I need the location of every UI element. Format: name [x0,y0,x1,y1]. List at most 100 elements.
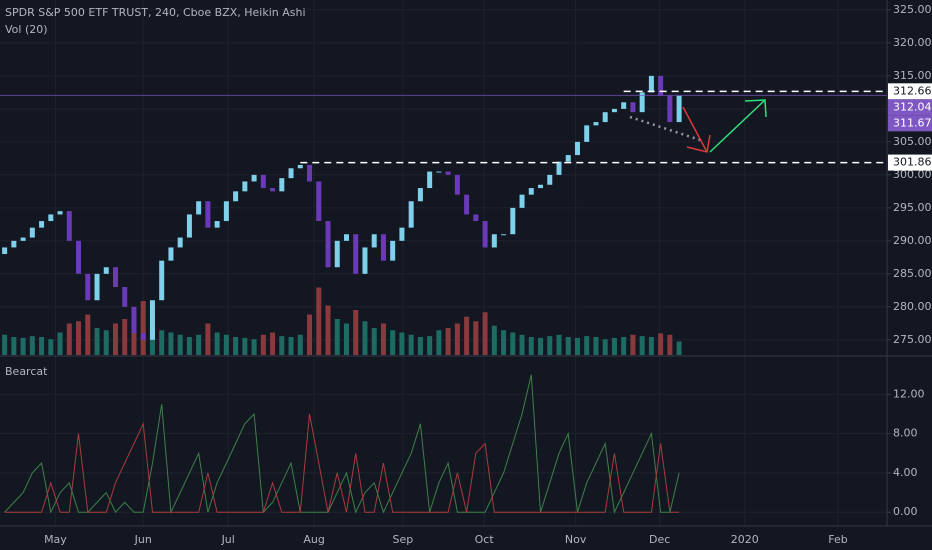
volume-bar [380,323,386,355]
candle-body [196,201,202,215]
volume-bar [482,312,488,355]
volume-bar [491,325,497,355]
volume-bar [445,328,451,355]
volume-bar [454,323,460,355]
indicator-title: Bearcat [5,365,48,378]
candle-body [639,92,645,113]
candle-body [676,95,682,123]
y-tick-label: 290.00 [893,234,932,247]
volume-bar [658,333,664,355]
volume-bar [436,330,442,355]
volume-bar [205,323,211,355]
y-tick-label: 4.00 [893,466,918,479]
volume-bar [29,336,35,355]
y-tick-label: 285.00 [893,267,932,280]
candle-body [260,174,266,189]
candle-body [48,214,54,222]
x-tick-label: May [44,533,67,546]
level-label: 312.66 [893,84,932,97]
volume-bar [676,341,682,355]
candle-body [574,141,580,156]
y-tick-label: 325.00 [893,3,932,16]
volume-bar [427,336,433,355]
candle-body [417,188,423,202]
volume-bar [20,337,26,355]
volume-bar [390,330,396,355]
candle-body [103,267,109,274]
x-tick-label: Aug [303,533,324,546]
x-tick-label: 2020 [731,533,759,546]
volume-bar [316,287,322,355]
green-arrow [709,99,767,153]
volume-bar [11,337,17,355]
chart-title: SPDR S&P 500 ETF TRUST, 240, Cboe BZX, H… [5,6,306,19]
price-marker-box [888,99,932,116]
volume-bar [473,321,479,355]
candle-body [491,234,497,248]
candle-body [584,125,590,142]
candle-body [214,221,220,228]
candle-body [510,207,516,235]
x-tick-label: Nov [565,533,587,546]
volume-bar [297,334,303,355]
volume-bar [94,328,100,355]
x-tick-label: Feb [828,533,847,546]
candle-body [464,194,470,215]
volume-bar [630,334,636,355]
candle-body [233,191,239,202]
candle-body [57,211,63,215]
volume-bar [242,337,248,355]
candle-body [371,234,377,248]
volume-bar [251,339,257,355]
candle-body [648,75,654,93]
candle-body [131,306,137,334]
volume-bar [66,323,72,355]
volume-bar [2,334,8,355]
candle-body [85,273,91,301]
volume-title: Vol (20) [5,23,48,36]
candle-body [445,171,451,175]
x-tick-label: Jun [134,533,152,546]
candle-body [168,247,174,261]
volume-bar [667,334,673,355]
volume-bar [168,332,174,355]
candle-body [454,174,460,195]
volume-bar [140,301,146,355]
volume-bar [408,334,414,355]
candle-body [630,102,636,113]
volume-bar [279,336,285,355]
volume-bar [371,328,377,355]
candle-body [528,188,534,195]
y-tick-label: 0.00 [893,505,918,518]
candle-body [334,240,340,268]
volume-bar [196,334,202,355]
candle-body [251,174,257,182]
volume-bar [122,319,128,355]
x-tick-label: Sep [392,533,413,546]
candle-body [593,122,599,126]
candle-body [611,108,617,113]
plot-layer [0,75,887,515]
candle-body [205,201,211,228]
price-marker: 311.67 [893,116,932,129]
volume-bar [417,337,423,355]
candle-body [325,221,331,268]
candle-body [223,201,229,222]
candle-body [436,171,442,173]
volume-bar [353,310,359,355]
volume-bar [602,339,608,355]
candle-body [621,102,627,109]
y-tick-label: 300.00 [893,168,932,181]
volume-bar [57,332,63,355]
x-tick-label: Oct [475,533,495,546]
candle-body [473,214,479,222]
level-label: 301.86 [893,156,932,169]
volume-bar [547,336,553,355]
candle-body [242,181,248,192]
candle-body [140,333,146,340]
volume-bar [39,337,45,355]
candle-body [297,164,303,169]
candle-body [501,234,507,236]
red-arrow [682,106,711,153]
